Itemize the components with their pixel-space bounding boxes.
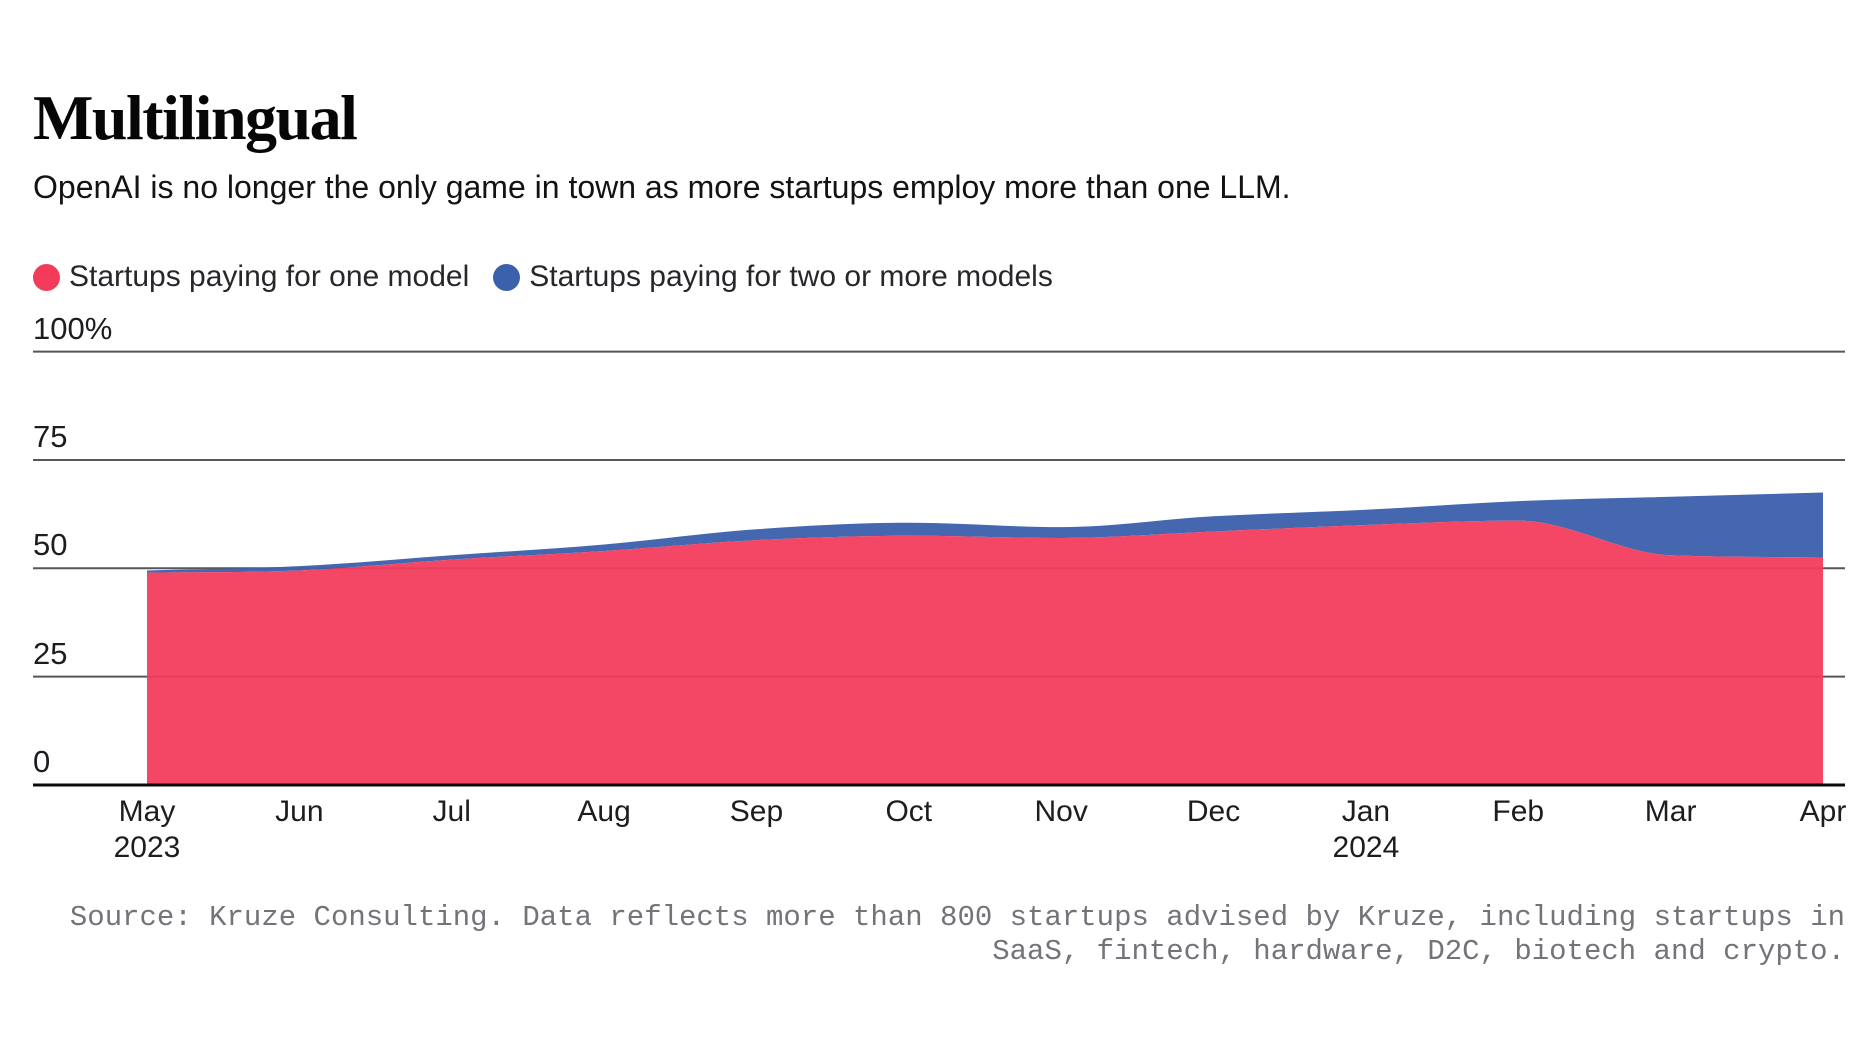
x-tick-label: May [118,795,176,828]
x-year-label: 2024 [1332,831,1400,864]
chart-subtitle: OpenAI is no longer the only game in tow… [33,169,1291,205]
x-tick-label: Dec [1186,795,1241,828]
area-two-or-more-models [147,492,1823,573]
y-tick-label: 75 [33,418,68,454]
source-note-line-1: Source: Kruze Consulting. Data reflects … [69,901,1845,934]
legend-label-two-plus-models: Startups paying for two or more models [529,260,1053,293]
chart-title: Multilingual [33,82,358,153]
legend-item-two-plus-models: Startups paying for two or more models [493,260,1053,294]
legend-item-one-model: Startups paying for one model [33,260,469,294]
y-tick-label: 0 [33,744,51,779]
x-tick-label: Nov [1034,795,1088,828]
area-one-model [147,520,1823,785]
legend-swatch-one-model-icon [33,263,60,291]
x-tick-label: Oct [885,795,933,828]
x-tick-label: Feb [1492,795,1545,828]
source-note-line-2: SaaS, fintech, hardware, D2C, biotech an… [992,935,1845,968]
y-tick-label: 50 [33,527,68,563]
x-tick-label: Jul [432,795,471,828]
legend-swatch-two-plus-models-icon [493,263,521,291]
chart-legend: Startups paying for one model Startups p… [33,260,1053,294]
x-tick-label: Jun [275,795,324,828]
x-tick-label: Jan [1341,795,1391,828]
legend-label-one-model: Startups paying for one model [69,260,470,293]
x-tick-label: Aug [577,795,631,828]
x-year-label: 2023 [113,831,181,864]
source-note: Source: Kruze Consulting. Data reflects … [0,901,1845,969]
x-tick-label: Sep [729,795,784,828]
y-tick-label: 25 [33,635,68,671]
x-tick-label: Apr [1799,795,1847,828]
x-tick-label: Mar [1644,795,1697,828]
y-tick-label: 100% [33,310,113,346]
